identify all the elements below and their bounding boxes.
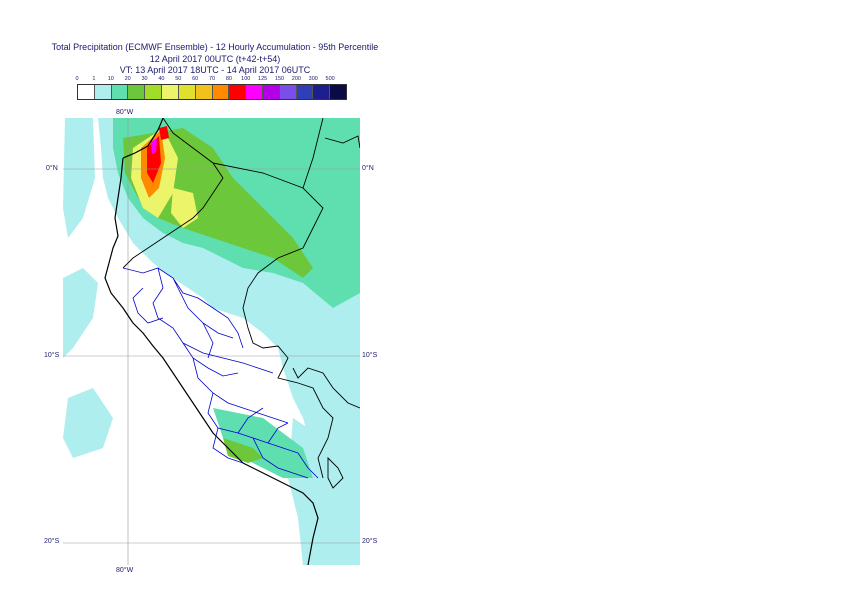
precip-area-green-south bbox=[223, 438, 263, 463]
precip-area-medium-2 bbox=[213, 408, 313, 478]
legend-swatch bbox=[111, 85, 129, 99]
country-borders bbox=[122, 118, 360, 489]
bottom-lon-label: 80°W bbox=[116, 567, 134, 574]
precip-area-yellow-2 bbox=[171, 188, 198, 228]
title-line-3: VT: 13 April 2017 18UTC - 14 April 2017 … bbox=[119, 65, 311, 75]
legend-label: 30 bbox=[141, 76, 148, 82]
legend-swatch bbox=[145, 85, 163, 99]
legend-swatch bbox=[78, 85, 95, 99]
legend-swatch bbox=[162, 85, 179, 99]
precip-area-red-small bbox=[159, 126, 169, 140]
map-svg bbox=[63, 118, 360, 565]
precip-area-magenta bbox=[151, 138, 157, 154]
legend-swatch bbox=[94, 85, 112, 99]
lat-label-10s-right: 10°S bbox=[362, 352, 378, 359]
precip-area-medium-3 bbox=[313, 118, 360, 178]
lat-label-20s-left: 20°S bbox=[44, 538, 60, 545]
title-line-2: 12 April 2017 00UTC (t+42-t+54) bbox=[149, 53, 281, 64]
legend-label: 20 bbox=[124, 76, 131, 82]
precip-area-light-ocean-3 bbox=[63, 118, 95, 238]
legend-label: 500 bbox=[325, 76, 335, 82]
legend-label: 150 bbox=[274, 76, 285, 82]
lat-label-0-left: 0°N bbox=[46, 165, 58, 172]
legend-swatch bbox=[246, 85, 263, 99]
legend-swatch bbox=[262, 85, 280, 99]
legend-label: 60 bbox=[192, 76, 199, 82]
legend-swatch bbox=[313, 85, 331, 99]
admin-borders bbox=[122, 267, 319, 479]
legend-swatch bbox=[279, 85, 297, 99]
coastline bbox=[104, 118, 319, 565]
precipitation-map bbox=[63, 118, 360, 565]
legend-swatch bbox=[296, 85, 314, 99]
precip-area-light-south bbox=[288, 418, 360, 565]
legend-label: 50 bbox=[175, 76, 182, 82]
legend-label: 80 bbox=[225, 76, 232, 82]
legend-label: 200 bbox=[291, 76, 301, 82]
legend-label: 70 bbox=[208, 76, 216, 82]
legend-label: 0 bbox=[75, 76, 79, 82]
legend-label: 100 bbox=[241, 76, 251, 82]
precip-area-light-ocean-2 bbox=[63, 388, 113, 458]
legend-label: 10 bbox=[107, 76, 114, 82]
legend-label: 300 bbox=[308, 76, 318, 82]
precip-area-light-ocean bbox=[63, 268, 98, 358]
legend-swatch bbox=[128, 85, 146, 99]
precip-area-red bbox=[147, 136, 161, 183]
top-lon-label: 80°W bbox=[116, 109, 134, 116]
legend-swatch bbox=[330, 85, 346, 99]
legend-label: 1 bbox=[92, 76, 96, 82]
legend-swatch bbox=[178, 85, 196, 99]
legend-swatch bbox=[229, 85, 247, 99]
legend-labels: 0 1 10 20 30 40 50 60 70 80 100 125 150 200 300 500 bbox=[75, 76, 347, 84]
lat-label-10s-left: 10°S bbox=[44, 352, 60, 359]
map-title: Total Precipitation (ECMWF Ensemble) - 1… bbox=[20, 42, 410, 77]
legend-swatch bbox=[195, 85, 213, 99]
legend-label: 125 bbox=[258, 76, 268, 82]
lat-label-0-right: 0°N bbox=[362, 165, 374, 172]
legend-label: 40 bbox=[158, 76, 165, 82]
title-line-1: Total Precipitation (ECMWF Ensemble) - 1… bbox=[51, 42, 379, 52]
legend-swatch bbox=[212, 85, 230, 99]
legend-bar bbox=[77, 84, 347, 100]
color-legend: 0 1 10 20 30 40 50 60 70 80 100 125 150 200 300 500 bbox=[75, 76, 347, 102]
lat-label-20s-right: 20°S bbox=[362, 538, 378, 545]
